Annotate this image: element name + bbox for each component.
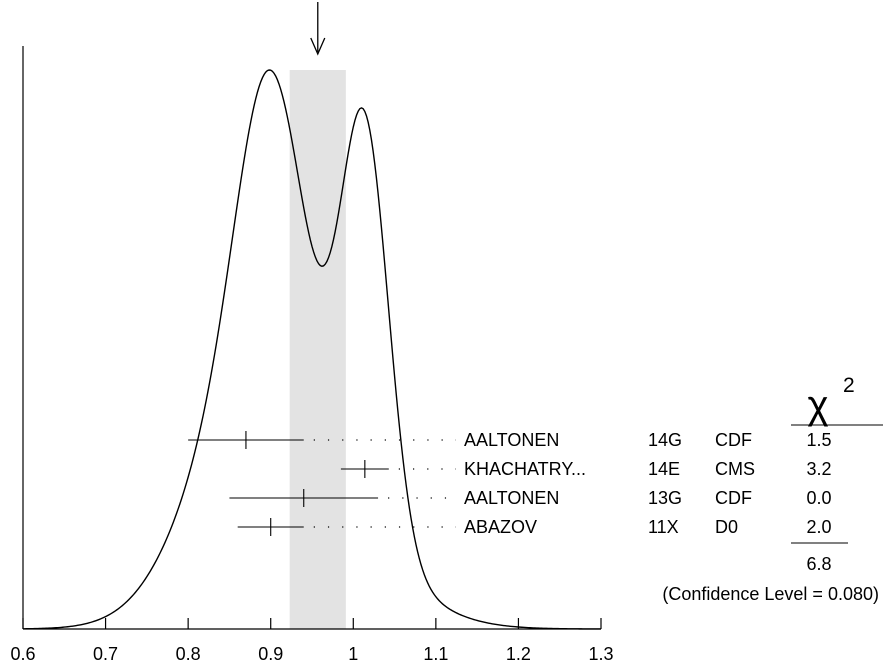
measurement-author: AALTONEN <box>464 488 559 508</box>
x-tick-label: 1.1 <box>423 644 448 664</box>
average-arrow-icon <box>310 2 326 56</box>
measurement-year: 13G <box>648 488 682 508</box>
x-tick-label: 0.6 <box>10 644 35 664</box>
x-tick-label: 1 <box>348 644 358 664</box>
measurements: AALTONEN 14G CDF 1.5 KHACHATRY... 14E CMS 3.2 AA… <box>188 430 832 537</box>
measurement-row: AALTONEN 14G CDF 1.5 <box>188 430 832 450</box>
confidence-level: (Confidence Level = 0.080) <box>662 584 879 604</box>
measurement-row: ABAZOV 11X D0 2.0 <box>237 517 832 537</box>
measurement-chi2: 1.5 <box>806 430 831 450</box>
measurement-experiment: CDF <box>715 430 752 450</box>
x-tick-label: 1.2 <box>506 644 531 664</box>
measurement-experiment: CMS <box>715 459 755 479</box>
measurement-author: KHACHATRY... <box>464 459 586 479</box>
measurement-row: AALTONEN 13G CDF 0.0 <box>229 488 832 508</box>
average-arrow-head <box>310 37 326 56</box>
scale-factor-band <box>289 70 346 629</box>
measurement-chi2: 0.0 <box>806 488 831 508</box>
measurement-author: ABAZOV <box>464 517 537 537</box>
measurement-experiment: D0 <box>715 517 738 537</box>
measurement-experiment: CDF <box>715 488 752 508</box>
x-axis-tick-labels: 0.6 0.7 0.8 0.9 1 1.1 1.2 1.3 <box>10 644 613 664</box>
chi2-symbol: χ <box>808 383 829 427</box>
x-tick-label: 1.3 <box>588 644 613 664</box>
x-tick-label: 0.8 <box>176 644 201 664</box>
measurement-year: 11X <box>648 517 679 537</box>
x-tick-label: 0.7 <box>93 644 118 664</box>
measurement-chi2: 3.2 <box>806 459 831 479</box>
chi2-exponent: 2 <box>843 374 855 397</box>
measurement-chi2: 2.0 <box>806 517 831 537</box>
chi2-total: 6.8 <box>806 554 831 574</box>
x-axis-ticks <box>22 618 602 629</box>
measurement-year: 14E <box>648 459 680 479</box>
measurement-author: AALTONEN <box>464 430 559 450</box>
ideogram-curve <box>22 69 602 630</box>
measurement-year: 14G <box>648 430 682 450</box>
measurement-row: KHACHATRY... 14E CMS 3.2 <box>340 459 832 479</box>
chi2-header: χ 2 <box>808 374 855 427</box>
x-tick-label: 0.9 <box>258 644 283 664</box>
